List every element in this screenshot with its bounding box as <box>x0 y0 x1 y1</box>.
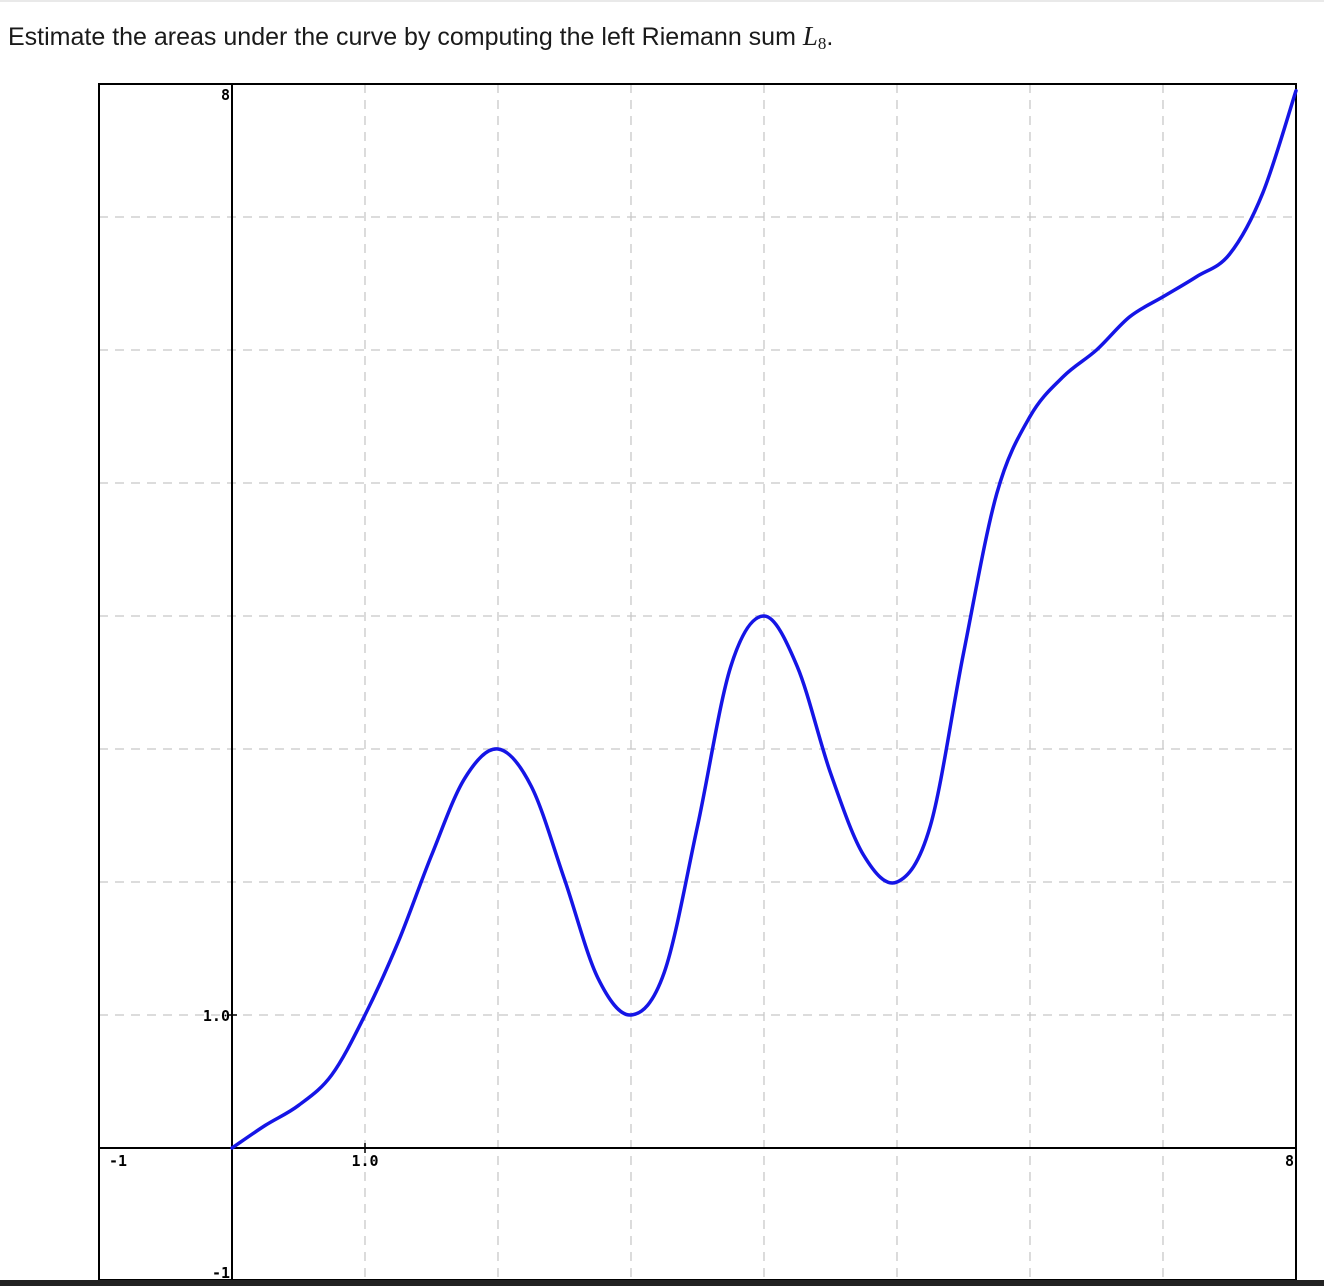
x-tick-label: 8 <box>1285 1152 1294 1170</box>
x-tick-label: -1 <box>109 1152 127 1170</box>
question-text: Estimate the areas under the curve by co… <box>8 20 833 60</box>
riemann-sum-symbol: L8 <box>802 21 827 53</box>
tick-labels: -1 1.0 8 8 1.0 -1 <box>109 86 1294 1282</box>
plot-frame <box>98 83 1297 1281</box>
riemann-sum-letter: L <box>802 21 818 51</box>
axis-ticks <box>227 1014 366 1153</box>
top-divider <box>0 0 1324 2</box>
y-tick-label: 1.0 <box>203 1007 230 1025</box>
riemann-sum-subscript: 8 <box>817 34 827 53</box>
bottom-border <box>0 1280 1324 1286</box>
question-period: . <box>826 23 834 51</box>
y-tick-label: -1 <box>212 1264 230 1282</box>
y-tick-label: 8 <box>221 86 230 104</box>
curve-series <box>230 88 1298 1150</box>
x-tick-label: 1.0 <box>351 1152 378 1170</box>
question-prompt: Estimate the areas under the curve by co… <box>8 23 796 51</box>
grid-lines <box>99 84 1296 1280</box>
